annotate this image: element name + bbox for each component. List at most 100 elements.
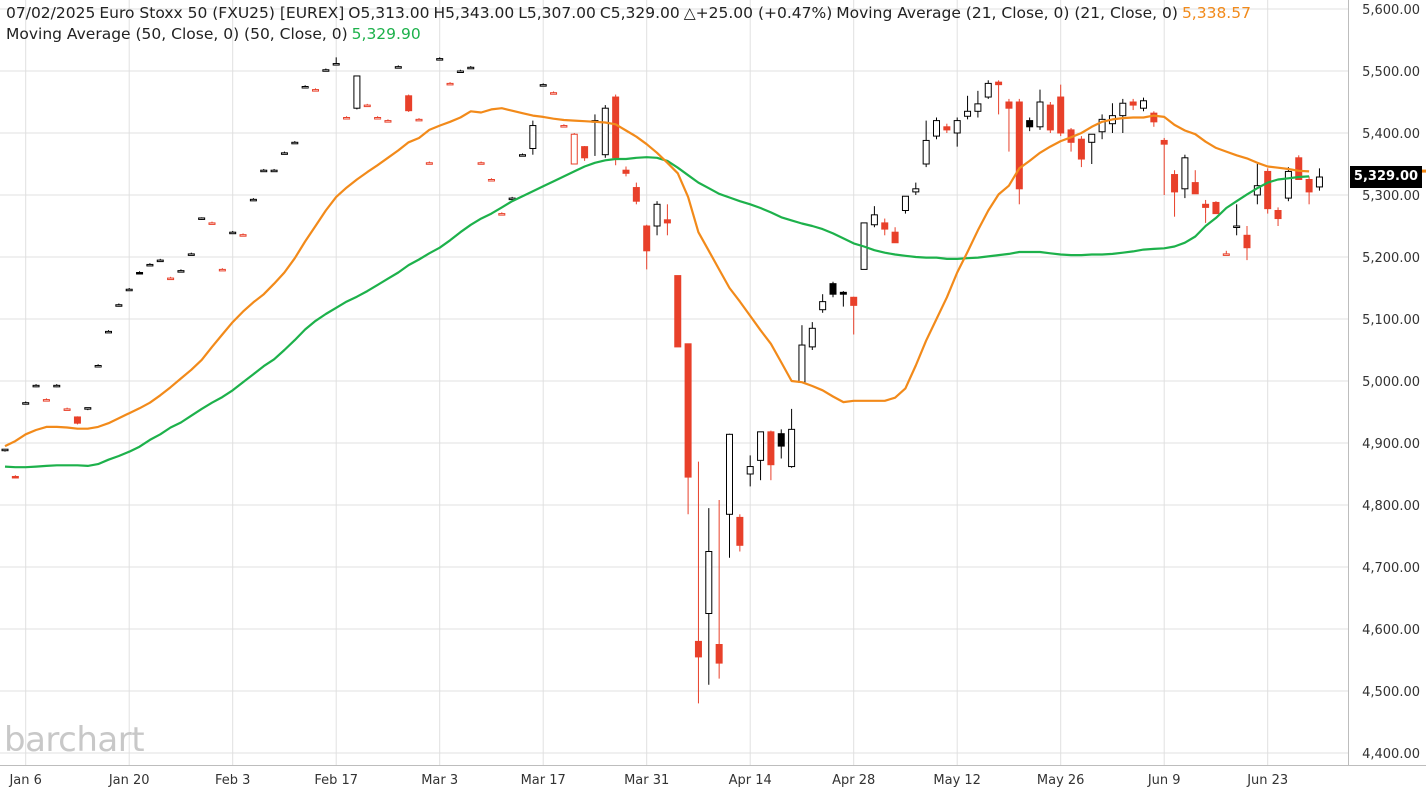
x-tick-label: Mar 31	[624, 773, 669, 788]
candle-body	[363, 104, 371, 108]
header-low: L5,307.00	[518, 4, 596, 22]
candle-body	[1088, 133, 1096, 143]
candle-body	[115, 304, 123, 307]
candle-body	[125, 288, 133, 292]
candle-body	[260, 169, 268, 173]
candle-body	[653, 203, 661, 227]
candle-body	[736, 516, 744, 546]
candle-body	[726, 433, 733, 515]
candle-body	[312, 89, 319, 92]
candle-body	[1274, 210, 1282, 220]
candle-body	[63, 408, 71, 411]
candle-body	[746, 466, 754, 475]
candle-body	[622, 169, 630, 174]
y-tick-label: 5,600.00	[1362, 3, 1420, 18]
x-tick-label: Mar 17	[521, 773, 566, 788]
barchart-logo: barchart	[4, 720, 145, 760]
candle-body	[901, 195, 909, 212]
candle-body	[84, 407, 92, 410]
candle-body	[332, 63, 340, 66]
candle-body	[280, 152, 288, 155]
candle-body	[1057, 96, 1065, 134]
header-line-2: Moving Average (50, Close, 0) (50, Close…	[6, 25, 425, 43]
x-tick-label: Apr 14	[729, 773, 772, 788]
y-tick-label: 4,600.00	[1362, 623, 1420, 638]
y-tick-label: 4,900.00	[1362, 437, 1420, 452]
header-line-1: 07/02/2025 Euro Stoxx 50 (FXU25) [EUREX] O…	[6, 4, 1255, 22]
candle-body	[1140, 100, 1147, 109]
candle-body	[1171, 174, 1179, 193]
candle-body	[1305, 179, 1313, 193]
candle-body	[1264, 170, 1272, 210]
candle-body	[529, 125, 537, 149]
x-tick-label: Jun 23	[1246, 773, 1288, 788]
candle-body	[301, 86, 309, 89]
header-date: 07/02/2025	[6, 4, 96, 22]
header-high: H5,343.00	[433, 4, 515, 22]
candle-body	[198, 217, 206, 220]
ma21-value: 5,338.57	[1181, 4, 1251, 22]
candle-body	[881, 222, 889, 230]
candle-body	[550, 92, 558, 95]
candle-body	[156, 259, 164, 263]
candle-body	[953, 120, 961, 134]
candle-body	[674, 275, 682, 348]
candle-body	[995, 81, 1003, 86]
candle-body	[1098, 118, 1106, 133]
y-tick-label: 4,400.00	[1362, 747, 1420, 762]
header-change: △+25.00 (+0.47%)	[683, 4, 833, 22]
candle-body	[560, 125, 568, 128]
ma21-label[interactable]: Moving Average (21, Close, 0) (21, Close…	[836, 4, 1178, 22]
candle-body	[891, 231, 899, 244]
candle-body	[11, 475, 19, 479]
x-tick-label: Apr 28	[832, 773, 875, 788]
candle-body	[1222, 253, 1230, 256]
ma50-label[interactable]: Moving Average (50, Close, 0) (50, Close…	[6, 25, 348, 43]
candle-body	[146, 263, 154, 267]
x-tick-label: Jan 6	[8, 773, 41, 788]
candle-body	[570, 133, 578, 165]
candle-body	[1, 448, 9, 452]
candle-body	[519, 154, 526, 157]
candle-body	[1181, 157, 1189, 190]
y-tick-label: 5,500.00	[1362, 65, 1420, 80]
candle-body	[984, 82, 992, 98]
candle-body	[798, 344, 806, 383]
y-tick-label: 4,700.00	[1362, 561, 1420, 576]
candle-body	[1233, 225, 1241, 228]
x-tick-label: Mar 3	[421, 773, 458, 788]
ma50-value: 5,329.90	[351, 25, 421, 43]
ma21-line	[4, 107, 1310, 448]
candle-body	[850, 296, 858, 306]
candle-body	[239, 234, 247, 237]
candle-body	[136, 272, 144, 275]
candle-body	[353, 75, 361, 109]
candle-body	[1005, 101, 1013, 109]
header-open: O5,313.00	[348, 4, 430, 22]
candle-body	[829, 283, 837, 295]
candle-body	[539, 84, 547, 87]
candle-body	[22, 402, 30, 405]
candle-body	[663, 219, 671, 224]
candle-body	[467, 66, 475, 70]
candle-body	[42, 399, 50, 402]
candle-body	[208, 222, 216, 225]
candle-body	[777, 433, 785, 447]
candle-body	[1077, 138, 1085, 160]
x-tick-label: Feb 17	[314, 773, 358, 788]
candle-body	[684, 343, 692, 478]
candle-body	[167, 277, 175, 281]
candle-body	[715, 644, 723, 664]
candle-body	[477, 162, 485, 165]
candle-body	[187, 253, 195, 256]
candle-body	[1036, 101, 1044, 128]
candle-body	[53, 384, 61, 388]
y-tick-label: 4,500.00	[1362, 685, 1420, 700]
candle-body	[32, 384, 40, 388]
candle-body	[229, 231, 237, 235]
candle-body	[291, 141, 299, 145]
candle-body	[705, 551, 713, 614]
header-instrument: Euro Stoxx 50 (FXU25) [EUREX]	[99, 4, 345, 22]
x-tick-label: Jan 20	[108, 773, 150, 788]
